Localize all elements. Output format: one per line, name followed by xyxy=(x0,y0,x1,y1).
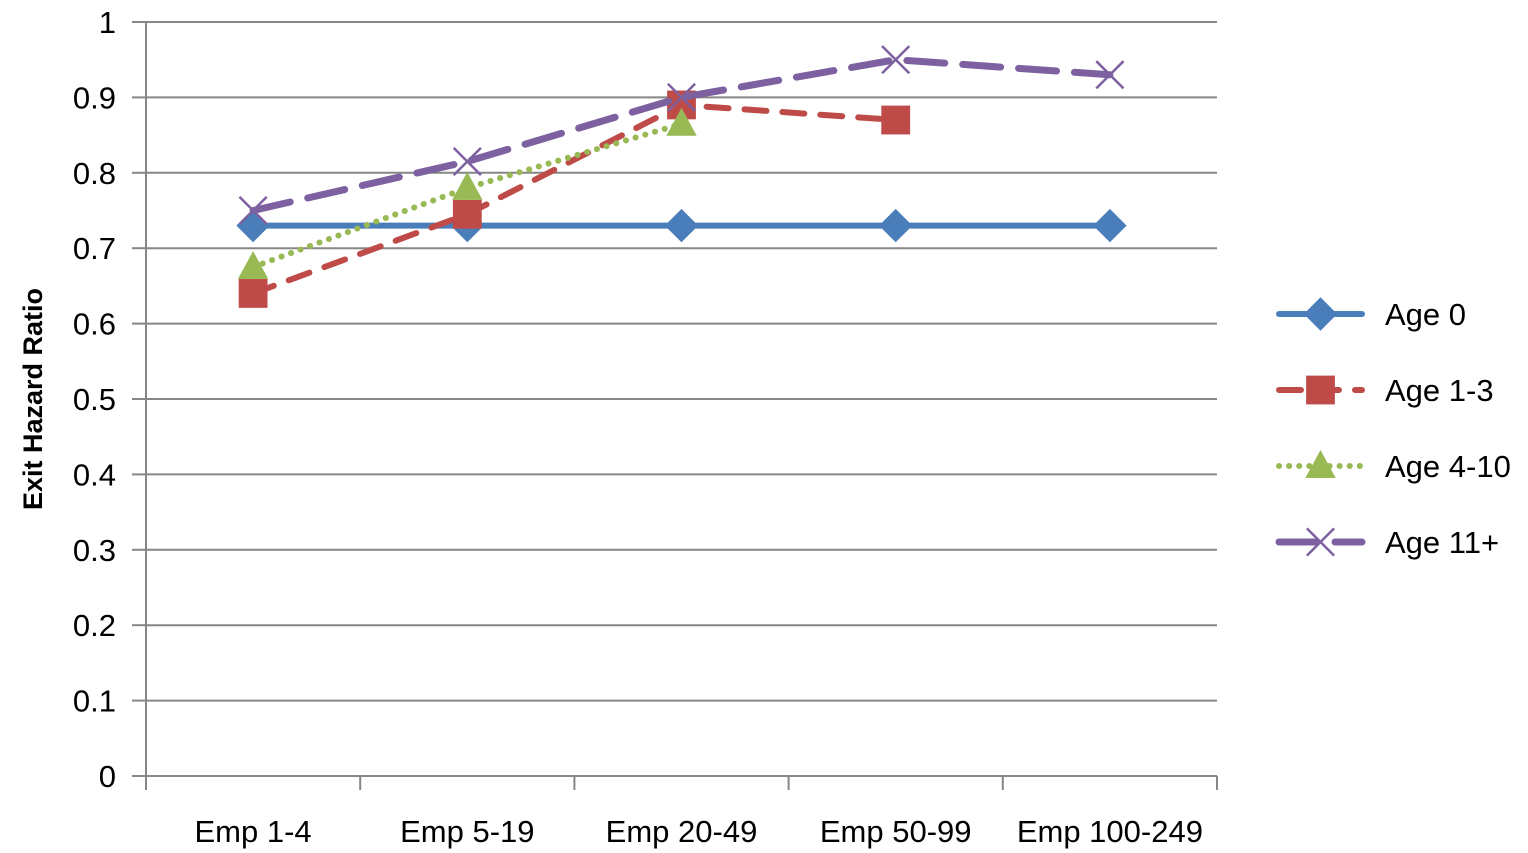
y-tick-label: 0.5 xyxy=(73,382,116,417)
series-line xyxy=(250,101,899,297)
y-tick-label: 0.1 xyxy=(73,684,116,719)
x-marker xyxy=(667,82,696,112)
y-tick-label: 0.8 xyxy=(73,156,116,191)
square-marker xyxy=(452,199,482,229)
legend-item: Age 0 xyxy=(1276,297,1466,332)
y-tick-label: 0.6 xyxy=(73,307,116,342)
y-tick-label: 1 xyxy=(99,5,116,40)
x-tick-labels: Emp 1-4 Emp 5-19 Emp 20-49 Emp 50-99 Emp 100… xyxy=(195,814,1203,849)
square-marker xyxy=(881,105,911,135)
triangle-marker xyxy=(666,107,697,136)
series xyxy=(236,45,1127,308)
square-marker xyxy=(238,279,268,308)
series-4 xyxy=(238,45,1125,225)
legend-label: Age 1-3 xyxy=(1385,373,1494,408)
diamond-marker xyxy=(236,208,270,243)
series-1 xyxy=(236,208,1127,243)
diamond-marker xyxy=(1093,208,1127,243)
y-tick-label: 0.4 xyxy=(73,457,116,492)
legend-label: Age 0 xyxy=(1385,297,1466,332)
y-axis-title: Exit Hazard Ratio xyxy=(18,288,48,510)
diamond-marker xyxy=(878,208,913,243)
axes xyxy=(132,21,1218,790)
y-tick-label: 0.3 xyxy=(73,533,116,568)
y-tick-label: 0.7 xyxy=(73,231,116,266)
legend-diamond-marker xyxy=(1303,297,1338,331)
series-3 xyxy=(237,107,697,280)
legend-triangle-marker xyxy=(1305,450,1336,478)
legend-label: Age 4-10 xyxy=(1385,449,1511,484)
x-marker xyxy=(881,45,911,75)
x-tick-label: Emp 1-4 xyxy=(195,814,312,849)
x-tick-label: Emp 5-19 xyxy=(400,814,534,849)
triangle-marker xyxy=(452,171,483,200)
diamond-marker xyxy=(664,208,699,243)
x-tick-label: Emp 100-249 xyxy=(1017,814,1203,849)
y-tick-label: 0.2 xyxy=(73,608,116,643)
y-tick-label: 0.9 xyxy=(73,80,116,115)
series-2 xyxy=(238,90,911,308)
legend-x-marker xyxy=(1306,527,1335,557)
y-tick-labels: 0 0.1 0.2 0.3 0.4 0.5 0.6 0.7 0.8 0.9 1 xyxy=(73,5,116,794)
series-line xyxy=(249,56,1114,214)
x-marker xyxy=(238,196,268,225)
legend: Age 0 Age 1-3 Age 4-10 Age 11+ xyxy=(1275,297,1511,560)
y-tick-label: 0 xyxy=(99,759,116,794)
x-marker xyxy=(1095,60,1125,90)
x-tick-label: Emp 20-49 xyxy=(606,814,758,849)
legend-square-marker xyxy=(1306,375,1335,405)
legend-item: Age 4-10 xyxy=(1276,449,1511,484)
legend-label: Age 11+ xyxy=(1385,525,1499,560)
x-marker xyxy=(452,147,482,176)
x-tick-label: Emp 50-99 xyxy=(820,814,972,849)
legend-item: Age 11+ xyxy=(1275,525,1499,560)
legend-item: Age 1-3 xyxy=(1276,373,1494,408)
triangle-marker xyxy=(237,251,269,280)
